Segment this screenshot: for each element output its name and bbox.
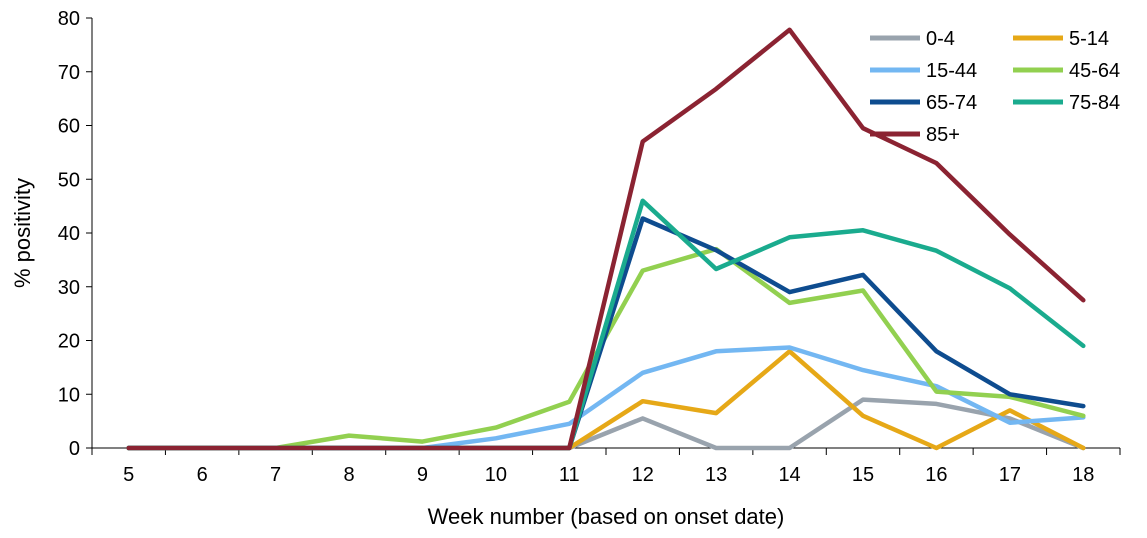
- series-line-45-64: [126, 246, 1086, 451]
- x-tick-label: 9: [417, 464, 428, 486]
- legend-label: 0-4: [926, 28, 955, 50]
- x-tick-label: 5: [123, 464, 134, 486]
- series-lines: [126, 27, 1086, 451]
- x-tick-label: 15: [852, 464, 874, 486]
- axes: 0 10 20 30 40 50 60 70 80 5 6 7 8 9 10 11 12 13 14 15 16 17 18: [58, 8, 1121, 486]
- y-tick-label: 40: [58, 223, 80, 245]
- legend-label: 85+: [926, 124, 960, 146]
- x-tick-label: 18: [1072, 464, 1094, 486]
- y-axis-title: % positivity: [10, 178, 35, 288]
- x-tick-label: 6: [197, 464, 208, 486]
- y-tick-label: 80: [58, 8, 80, 30]
- x-axis-title: Week number (based on onset date): [428, 504, 785, 529]
- legend-label: 5-14: [1069, 28, 1109, 50]
- y-tick-label: 30: [58, 277, 80, 299]
- y-tick-label: 0: [69, 438, 80, 460]
- legend-label: 15-44: [926, 60, 977, 82]
- legend-label: 45-64: [1069, 60, 1120, 82]
- x-tick-label: 14: [778, 464, 800, 486]
- legend-label: 65-74: [926, 92, 977, 114]
- y-tick-label: 70: [58, 62, 80, 84]
- x-tick-label: 16: [925, 464, 947, 486]
- legend-label: 75-84: [1069, 92, 1120, 114]
- x-tick-label: 11: [559, 464, 580, 486]
- y-tick-label: 60: [58, 116, 80, 138]
- x-tick-label: 12: [632, 464, 654, 486]
- series-line-85+: [126, 27, 1086, 451]
- series-line-75-84: [126, 198, 1086, 451]
- legend: 0-4 5-14 15-44 45-64 65-74 75-84 85+: [870, 28, 1120, 146]
- x-tick-label: 8: [343, 464, 354, 486]
- x-tick-label: 10: [485, 464, 507, 486]
- y-tick-label: 10: [58, 384, 80, 406]
- y-tick-label: 50: [58, 169, 80, 191]
- y-tick-label: 20: [58, 331, 80, 353]
- x-tick-label: 7: [270, 464, 281, 486]
- x-tick-label: 13: [705, 464, 727, 486]
- x-tick-label: 17: [999, 464, 1021, 486]
